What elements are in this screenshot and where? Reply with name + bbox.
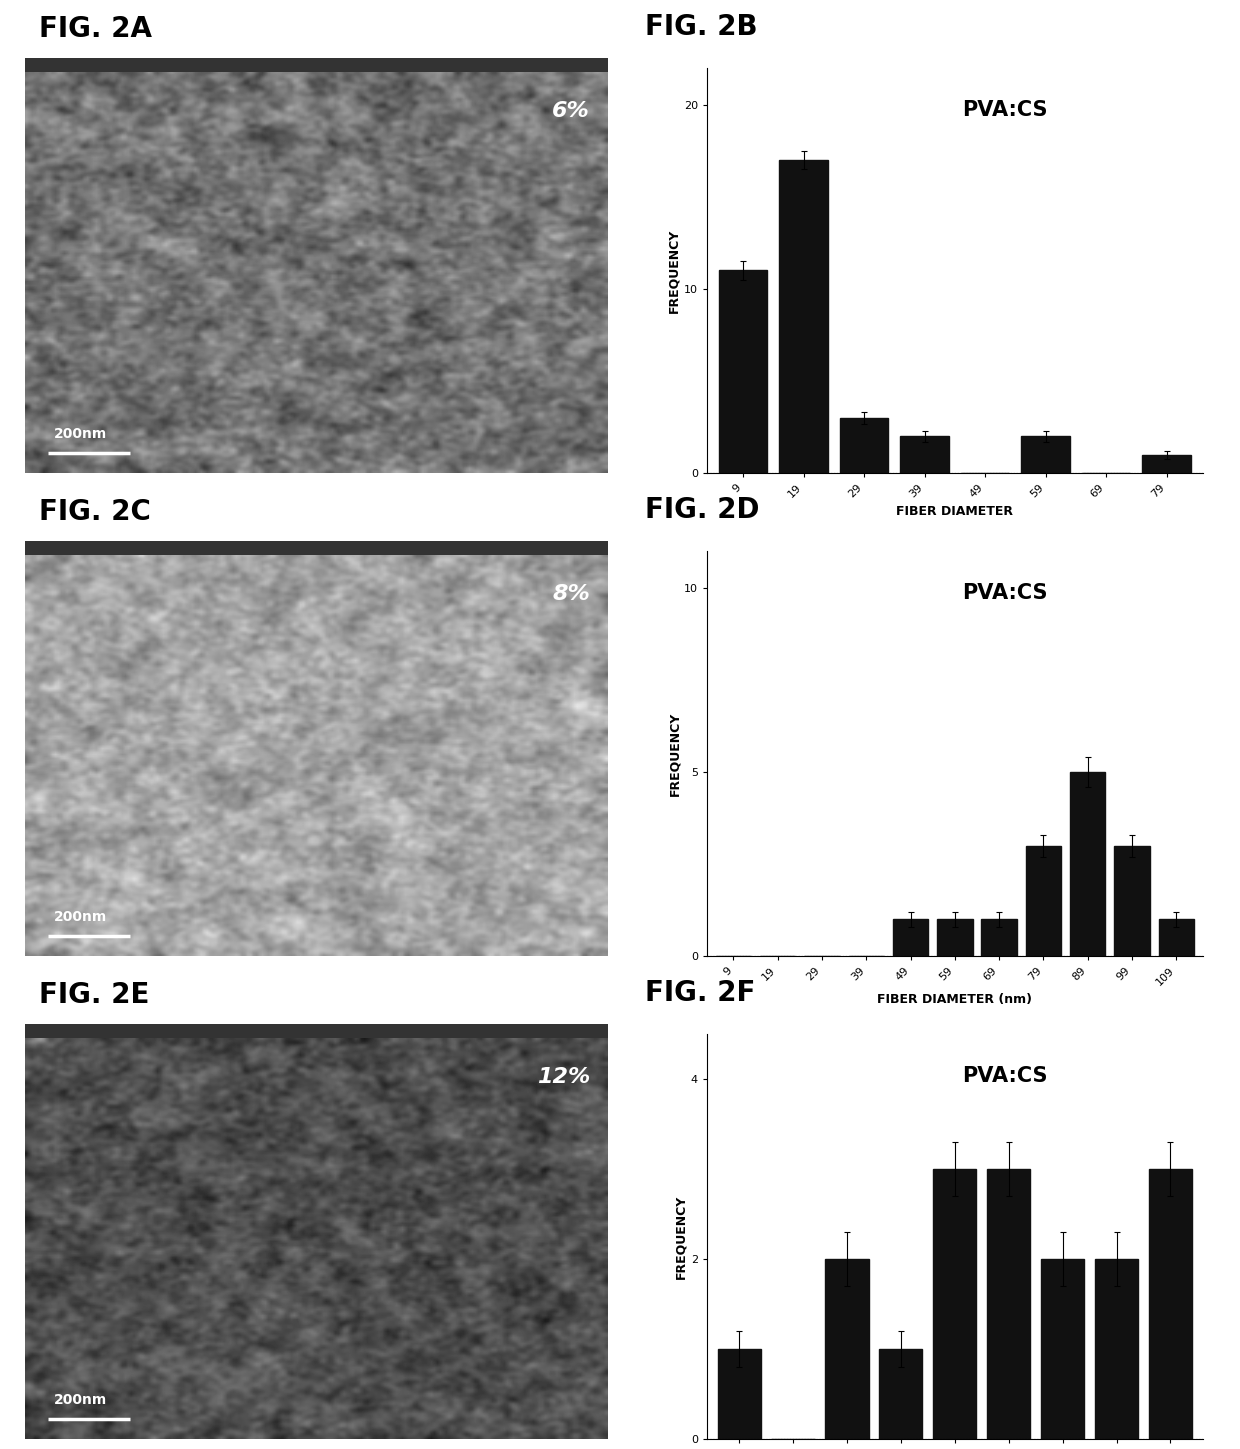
Bar (1142, 455, 1190, 474)
Text: FIG. 2B: FIG. 2B (645, 13, 758, 41)
Text: 200nm: 200nm (55, 1394, 107, 1407)
X-axis label: FIBER DIAMETER: FIBER DIAMETER (897, 506, 1013, 519)
Text: 8%: 8% (552, 584, 590, 604)
Bar (879, 1349, 923, 1439)
Bar (987, 1169, 1030, 1439)
Text: 200nm: 200nm (55, 427, 107, 442)
Text: FIG. 2A: FIG. 2A (40, 14, 153, 43)
Bar (719, 271, 768, 474)
Text: FIG. 2F: FIG. 2F (645, 978, 755, 1007)
Bar (893, 920, 929, 956)
Bar (1025, 846, 1061, 956)
Bar (981, 920, 1017, 956)
Bar (934, 1169, 976, 1439)
Bar (900, 436, 949, 474)
Text: PVA:CS: PVA:CS (962, 1066, 1047, 1087)
Bar (839, 417, 888, 474)
Text: PVA:CS: PVA:CS (962, 100, 1047, 120)
Text: 200nm: 200nm (55, 910, 107, 924)
Bar (1158, 920, 1194, 956)
Bar (718, 1349, 760, 1439)
Text: FIG. 2E: FIG. 2E (40, 981, 150, 1009)
Bar (1115, 846, 1149, 956)
Y-axis label: FREQUENCY: FREQUENCY (668, 711, 681, 796)
Text: 6%: 6% (552, 100, 590, 120)
Bar (780, 159, 828, 474)
X-axis label: FIBER DIAMETER (nm): FIBER DIAMETER (nm) (878, 993, 1032, 1006)
Bar (937, 920, 972, 956)
Bar (1149, 1169, 1192, 1439)
Text: FIG. 2C: FIG. 2C (40, 498, 151, 526)
Text: PVA:CS: PVA:CS (962, 582, 1047, 603)
Bar (1095, 1259, 1138, 1439)
Bar (1022, 436, 1070, 474)
Bar (826, 1259, 868, 1439)
Bar (1042, 1259, 1084, 1439)
Text: 12%: 12% (537, 1066, 590, 1087)
Bar (1070, 772, 1105, 956)
Y-axis label: FREQUENCY: FREQUENCY (675, 1194, 688, 1278)
Text: FIG. 2D: FIG. 2D (645, 496, 759, 523)
Y-axis label: FREQUENCY: FREQUENCY (668, 229, 681, 313)
